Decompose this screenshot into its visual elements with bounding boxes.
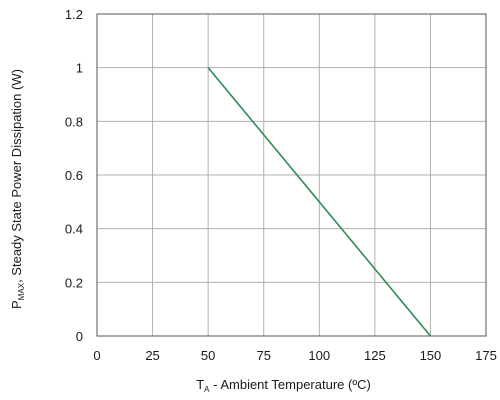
x-tick-label: 0 [93,348,100,363]
x-tick-label: 150 [420,348,442,363]
y-tick-label: 0.6 [65,168,83,183]
y-axis-title-sub: MAX [17,282,26,300]
series-line [207,67,432,337]
x-tick-label: 50 [201,348,215,363]
x-axis-title-main: T [196,377,204,392]
x-axis-title-rest: - Ambient Temperature (ºC) [210,377,371,392]
x-tick-label: 175 [475,348,497,363]
x-axis-title: TA - Ambient Temperature (ºC) [196,377,371,394]
y-axis-title-rest: , Steady State Power Dissipation (W) [9,69,24,283]
x-tick-label: 100 [308,348,330,363]
x-tick-label: 25 [145,348,159,363]
y-tick-label: 0.8 [65,114,83,129]
y-tick-labels: 0 0.2 0.4 0.6 0.8 1 1.2 [65,7,83,344]
y-axis-title-main: P [9,300,24,309]
series-layer [207,67,432,337]
y-tick-label: 0 [76,329,83,344]
y-tick-label: 1.2 [65,7,83,22]
y-axis-title: PMAX, Steady State Power Dissipation (W) [9,69,26,309]
x-axis-title-sub: A [204,385,210,394]
plot-frame [96,13,487,337]
y-tick-label: 0.4 [65,222,83,237]
y-tick-label: 1 [76,61,83,76]
grid-layer [96,13,487,337]
x-tick-label: 75 [256,348,270,363]
y-tick-label: 0.2 [65,275,83,290]
x-tick-label: 125 [364,348,386,363]
x-tick-labels: 0 25 50 75 100 125 150 175 [93,348,496,363]
